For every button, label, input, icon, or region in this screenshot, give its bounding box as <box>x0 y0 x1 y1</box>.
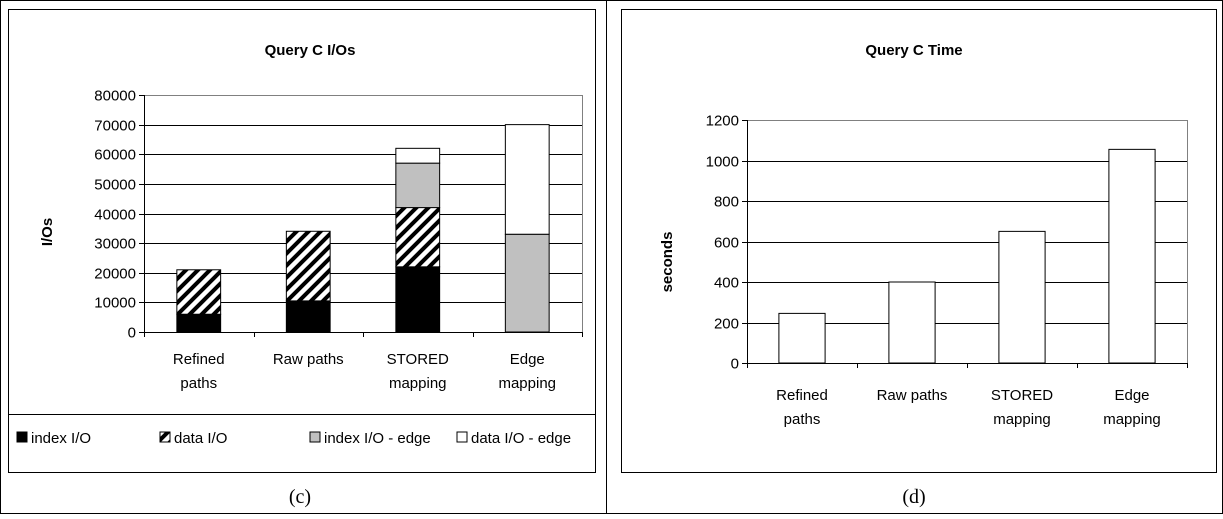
chart-c-ytick-label: 10000 <box>94 295 136 312</box>
chart-c-title: Query C I/Os <box>265 42 356 59</box>
chart-d-category-label: Refined <box>776 387 828 404</box>
caption-d: (d) <box>902 486 925 508</box>
chart-d-ytick-label: 800 <box>714 194 739 211</box>
chart-c-ytick-label: 70000 <box>94 118 136 135</box>
chart-d-title: Query C Time <box>865 42 962 59</box>
chart-c-ytick-label: 30000 <box>94 236 136 253</box>
chart-c-bar-data-i-o-edge <box>504 124 550 235</box>
chart-d: Query C Time seconds 0 200 400 600 800 1000 12… <box>659 42 1188 428</box>
chart-c-category-label: paths <box>180 375 217 392</box>
chart-c-bar-data-i-o-edge <box>395 147 441 164</box>
chart-c-category-label: Edge <box>510 351 545 368</box>
chart-c-bar-index-i-o <box>395 266 441 333</box>
chart-d-ytick-label: 1200 <box>706 113 739 130</box>
chart-c-bar-data-i-o <box>176 269 222 315</box>
chart-c-category-label: mapping <box>498 375 556 392</box>
chart-d-ytick-label: 1000 <box>706 154 739 171</box>
legend-swatch <box>159 431 171 443</box>
chart-d-bar <box>888 281 936 364</box>
chart-c-ytick-label: 40000 <box>94 207 136 224</box>
chart-d-category-label: paths <box>784 411 821 428</box>
chart-d-bar <box>1108 148 1156 364</box>
chart-c-bar-index-i-o <box>285 300 331 333</box>
chart-c-category-label: STORED <box>387 351 449 368</box>
chart-c-category-label: mapping <box>389 375 447 392</box>
legend-swatch <box>309 431 321 443</box>
chart-d-category-label: STORED <box>991 387 1053 404</box>
chart-c-bar-index-i-o <box>176 313 222 333</box>
chart-c-category-label: Refined <box>173 351 225 368</box>
chart-d-ytick-label: 600 <box>714 235 739 252</box>
chart-c: Query C I/Os I/Os 0 10000 20000 30000 40000 5… <box>9 42 595 447</box>
chart-d-ytick-label: 200 <box>714 316 739 333</box>
chart-d-ytick-label: 400 <box>714 275 739 292</box>
chart-c-ylabel: I/Os <box>39 218 56 246</box>
chart-c-legend: index I/O data I/O index I/O - edge data I/… <box>16 430 571 447</box>
chart-d-bar <box>778 312 826 364</box>
chart-d-category-label: Raw paths <box>877 387 948 404</box>
legend-label: data I/O <box>174 430 227 447</box>
chart-c-bar-index-i-o-edge <box>504 233 550 333</box>
chart-d-ylabel: seconds <box>659 232 676 293</box>
legend-label: index I/O <box>31 430 91 447</box>
chart-d-bar <box>998 230 1046 364</box>
legend-swatch <box>16 431 28 443</box>
legend-label: data I/O - edge <box>471 430 571 447</box>
chart-d-category-label: Edge <box>1114 387 1149 404</box>
chart-c-ytick-label: 60000 <box>94 147 136 164</box>
chart-c-category-label: Raw paths <box>273 351 344 368</box>
chart-c-ytick-label: 80000 <box>94 88 136 105</box>
chart-c-ytick-label: 0 <box>128 325 136 342</box>
chart-c-bar-index-i-o-edge <box>395 162 441 209</box>
chart-c-ytick-label: 20000 <box>94 266 136 283</box>
caption-c: (c) <box>289 486 311 508</box>
chart-d-category-label: mapping <box>993 411 1051 428</box>
legend-swatch <box>456 431 468 443</box>
chart-c-bar-data-i-o <box>395 207 441 268</box>
chart-c-bar-data-i-o <box>285 230 331 302</box>
chart-d-category-label: mapping <box>1103 411 1161 428</box>
chart-d-ytick-label: 0 <box>731 356 739 373</box>
chart-c-ytick-label: 50000 <box>94 177 136 194</box>
legend-label: index I/O - edge <box>324 430 431 447</box>
